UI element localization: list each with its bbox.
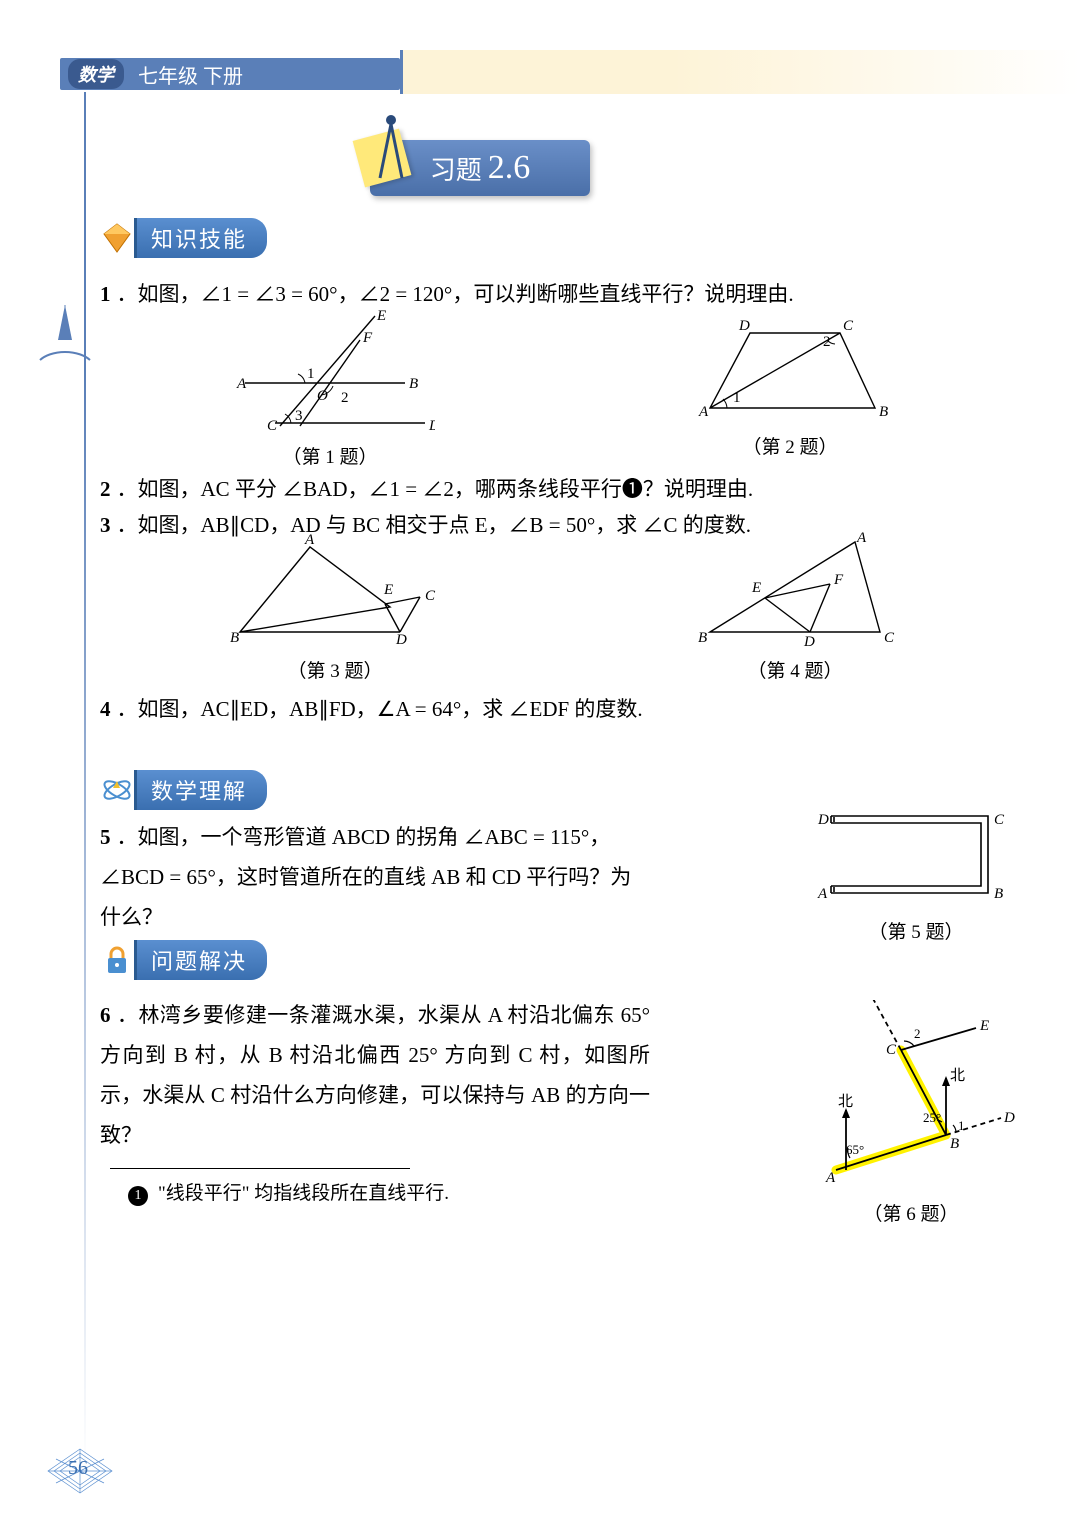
svg-text:D: D [817,812,829,828]
vertical-rule [84,92,86,1471]
figure-3-caption: （第 3 题） [220,656,450,683]
svg-text:F: F [833,572,844,588]
svg-text:C: C [884,630,895,646]
svg-text:A: A [698,404,709,420]
svg-text:北: 北 [950,1067,965,1084]
problem-2-text: 如图，AC 平分 ∠BAD，∠1 = ∠2，哪两条线段平行❶？说明理由. [138,477,754,501]
exercise-title-badge: 习题 2.6 [370,140,590,196]
section-problem-solving: 问题解决 [100,940,267,980]
page-number: 56 [68,1457,88,1480]
svg-text:A: A [236,376,247,392]
svg-text:25°: 25° [923,1110,941,1125]
svg-text:B: B [994,886,1003,902]
svg-text:C: C [843,318,854,334]
figure-3: A B C D E （第 3 题） [220,532,450,683]
section-knowledge: 知识技能 [100,218,267,258]
header-accent [400,50,1080,94]
svg-text:E: E [751,580,761,596]
header-bar: 数学 七年级 下册 [60,58,400,90]
title-prefix: 习题 [430,150,482,187]
diamond-icon [100,221,134,255]
svg-text:E: E [979,1018,989,1034]
subject-pill: 数学 [68,59,124,89]
lock-icon [100,943,134,977]
svg-text:D: D [395,632,407,648]
title-number: 2.6 [488,149,531,187]
grade-text: 七年级 下册 [138,60,243,89]
atom-icon [100,773,134,807]
figure-4: A B C D E F （第 4 题） [690,532,900,683]
compass-icon [30,300,100,370]
footnote: 1 "线段平行" 均指线段所在直线平行. [128,1178,449,1206]
problem-5-num: 5 [100,825,111,849]
svg-text:O: O [317,388,328,404]
svg-text:A: A [817,886,828,902]
svg-text:北: 北 [838,1093,853,1110]
figure-2: AB CD 1 2 （第 2 题） [685,308,895,469]
page: 数学 七年级 下册 习题 2.6 知识技能 1．如图，∠1 = ∠3 = 60°… [0,0,1080,1531]
svg-text:1: 1 [307,366,315,382]
svg-text:1: 1 [958,1118,965,1133]
svg-text:B: B [409,376,418,392]
figure-row-1: A B C D EF O 1 2 3 （第 1 题） [100,308,1020,469]
figure-5-caption: （第 5 题） [816,917,1016,944]
footnote-text: "线段平行" 均指线段所在直线平行. [158,1183,449,1204]
section-problem-solving-label: 问题解决 [134,940,267,980]
svg-text:D: D [1003,1110,1015,1126]
problem-5-text: 如图，一个弯形管道 ABCD 的拐角 ∠ABC = 115°，∠BCD = 65… [100,825,631,929]
svg-text:C: C [425,588,436,604]
svg-text:A: A [856,532,867,546]
svg-text:B: B [950,1136,959,1152]
svg-text:2: 2 [914,1026,921,1041]
footnote-mark: 1 [128,1186,148,1206]
svg-text:1: 1 [733,390,741,406]
page-number-ornament: 56 [40,1441,120,1501]
svg-text:D: D [428,418,435,434]
svg-text:C: C [994,812,1005,828]
svg-text:E: E [383,582,393,598]
problem-1-num: 1 [100,282,111,306]
svg-text:E: E [376,308,386,324]
problem-1-text: 如图，∠1 = ∠3 = 60°，∠2 = 120°，可以判断哪些直线平行？说明… [138,282,794,306]
footnote-rule [110,1168,410,1169]
section-knowledge-label: 知识技能 [134,218,267,258]
svg-text:B: B [698,630,707,646]
figure-6-caption: （第 6 题） [806,1199,1016,1226]
figure-1-caption: （第 1 题） [225,442,435,469]
problem-2-num: 2 [100,477,111,501]
problem-2: 2．如图，AC 平分 ∠BAD，∠1 = ∠2，哪两条线段平行❶？说明理由. [100,470,1020,510]
svg-text:B: B [230,630,239,646]
figure-5: A B C D （第 5 题） [816,808,1016,944]
figure-4-caption: （第 4 题） [690,656,900,683]
svg-text:A: A [304,532,315,548]
svg-text:F: F [362,330,373,346]
svg-text:3: 3 [295,408,303,424]
figure-2-caption: （第 2 题） [685,432,895,459]
problem-5: 5．如图，一个弯形管道 ABCD 的拐角 ∠ABC = 115°，∠BCD = … [100,818,650,938]
problem-6-num: 6 [100,1003,111,1027]
svg-text:A: A [825,1170,836,1186]
svg-text:B: B [879,404,888,420]
figure-row-2: A B C D E （第 3 题） A B C D E F [100,532,1020,683]
section-understanding: 数学理解 [100,770,267,810]
svg-text:65°: 65° [846,1142,864,1157]
problem-6-text: 林湾乡要修建一条灌溉水渠，水渠从 A 村沿北偏东 65° 方向到 B 村，从 B… [100,1003,650,1147]
compass-tool-icon [376,112,406,182]
problem-4-text: 如图，AC∥ED，AB∥FD，∠A = 64°，求 ∠EDF 的度数. [138,697,643,721]
svg-text:D: D [803,634,815,650]
problem-6: 6．林湾乡要修建一条灌溉水渠，水渠从 A 村沿北偏东 65° 方向到 B 村，从… [100,996,650,1156]
svg-text:2: 2 [341,390,349,406]
svg-text:C: C [886,1042,897,1058]
svg-text:D: D [738,318,750,334]
problem-4-num: 4 [100,697,111,721]
problem-4: 4．如图，AC∥ED，AB∥FD，∠A = 64°，求 ∠EDF 的度数. [100,690,1020,730]
svg-text:C: C [267,418,278,434]
figure-6: A B C D E 北 北 65° 25° 1 2 （第 6 题） [806,1000,1016,1226]
figure-1: A B C D EF O 1 2 3 （第 1 题） [225,308,435,469]
section-understanding-label: 数学理解 [134,770,267,810]
